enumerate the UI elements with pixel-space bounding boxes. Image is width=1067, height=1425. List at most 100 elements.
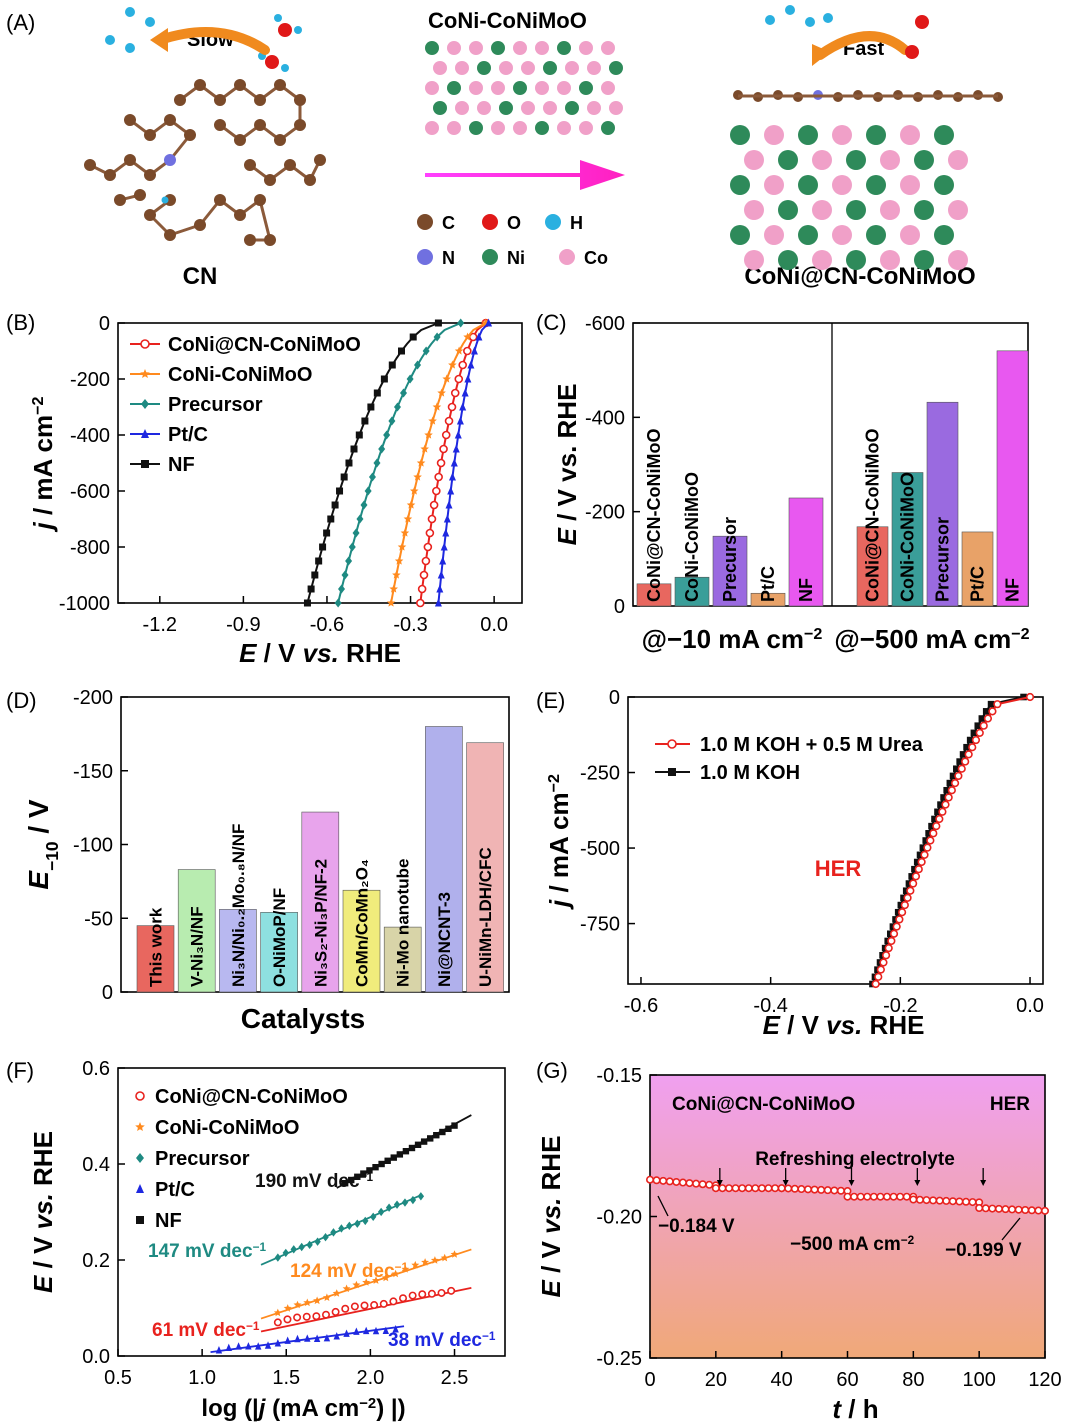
panel-f-data-point	[322, 1293, 331, 1301]
panel-e-xlabel-part: E	[763, 1010, 781, 1040]
panel-f-data-point	[273, 1308, 282, 1317]
panel-e-data-point	[902, 887, 910, 895]
panel-f-x-tick-label: 2.5	[441, 1367, 469, 1389]
panel-f-legend-marker	[135, 1122, 145, 1131]
panel-f-data-point	[378, 1160, 385, 1168]
carbon-atom	[314, 154, 326, 166]
panel-g-refresh-arrowhead	[980, 1180, 987, 1186]
panel-b-legend-marker	[140, 339, 150, 349]
panel-f-data-point	[360, 1301, 369, 1310]
panel-g-x-tick-label: 40	[771, 1369, 793, 1391]
panel-b-xlabel-part: vs.	[303, 638, 339, 668]
panel-g-data-point	[724, 1184, 733, 1193]
panel-g-data-point	[1008, 1205, 1017, 1214]
panel-g-x-tick-label: 60	[836, 1369, 858, 1391]
legend-atom-label: Ni	[507, 248, 525, 268]
panel-g-data-point	[876, 1192, 885, 1201]
panel-b-data-point	[410, 486, 419, 495]
panel-c-bar	[926, 401, 959, 607]
carbon-atom	[214, 94, 226, 106]
nickel-atom	[447, 81, 461, 95]
panel-e-data-point	[897, 908, 907, 917]
panel-e-data-point	[881, 951, 891, 960]
panel-f-data-point	[342, 1284, 351, 1293]
panel-b-data-point	[348, 542, 356, 552]
panel-b-data-point	[448, 472, 456, 481]
panel-b-data-point	[419, 570, 429, 580]
carbon-atom	[244, 234, 256, 246]
panel-e-letter: (E)	[536, 688, 565, 713]
carbon-atom	[264, 234, 276, 246]
panel-f-data-point	[255, 1342, 262, 1350]
panel-g-ylabel: E / V vs. RHE	[536, 1136, 566, 1298]
cobalt-atom	[557, 81, 571, 95]
panel-g-data-point	[915, 1195, 924, 1204]
panel-g-data-point	[797, 1185, 806, 1194]
panel-g-data-point	[1021, 1205, 1030, 1214]
panel-d-bar	[301, 811, 340, 993]
panel-f-slope-label-part: −1	[360, 1171, 374, 1184]
panel-f-data-point	[418, 1290, 427, 1299]
panel-b-data-point	[434, 598, 442, 607]
panel-g-background	[650, 1075, 1045, 1358]
panel-g-data-point	[869, 1192, 878, 1201]
panel-e-data-point	[920, 850, 929, 859]
panel-e-data-point	[932, 822, 941, 831]
panel-e-data-point	[884, 944, 893, 953]
panel-f-ylabel-part: vs.	[28, 1193, 58, 1229]
carbon-atom	[184, 129, 196, 141]
panel-g-data-point	[882, 1192, 891, 1201]
panel-f-data-point	[411, 1260, 420, 1269]
panel-e-ylabel: j / mA cm−2	[544, 774, 574, 910]
panel-b-data-point	[406, 500, 416, 509]
panel-g-data-point	[1041, 1206, 1050, 1215]
panel-b-data-point	[389, 584, 398, 593]
panel-f-data-point	[372, 1326, 380, 1335]
panel-g-data-point	[968, 1198, 977, 1207]
panel-d: (D) 0 -50 -100 -150 -200 E−10 / V Catalysts This…	[6, 687, 510, 1034]
panel-g-data-point	[843, 1192, 852, 1201]
oxygen-atom	[278, 23, 292, 37]
panel-e-data-point	[917, 857, 926, 867]
panel-b-data-point	[319, 543, 327, 551]
hydrogen-atom	[823, 13, 833, 23]
panel-e-data-point	[909, 879, 918, 888]
panel-f-slope-label: 124 mV dec−1	[290, 1261, 408, 1283]
panel-g-data-point	[929, 1196, 938, 1205]
panel-e-legend-label: 1.0 M KOH	[700, 762, 800, 784]
carbon-atom	[244, 159, 256, 171]
carbon-atom	[274, 79, 286, 91]
panel-e-data-point	[987, 700, 995, 708]
panel-g-refresh-arrowhead	[848, 1180, 855, 1186]
panel-f-slope-label-part: 147 mV dec	[148, 1241, 253, 1262]
panel-d-bar-label: O-NiMoP/NF	[270, 888, 289, 987]
panel-f-data-point	[225, 1343, 232, 1352]
panel-b-x-tick-label: -1.2	[143, 614, 177, 636]
panel-f-data-point	[408, 1291, 417, 1300]
panel-f-data-point	[313, 1296, 322, 1305]
nickel-atom	[557, 41, 571, 55]
panel-e-legend-marker	[667, 739, 677, 749]
nickel-atom	[433, 101, 447, 115]
carbon-atom	[254, 119, 266, 131]
panel-d-bar-label: Ni₃S₂-Ni₃P/NF-2	[311, 859, 330, 987]
panel-g-refresh-arrowhead	[914, 1180, 921, 1186]
panel-b-data-point	[393, 402, 401, 412]
panel-f-data-point	[370, 1301, 379, 1310]
hydrogen-atom	[294, 26, 302, 34]
panel-b: (B) -1.2 -0.9 -0.6 -0.3 0.0 0 -200 -400 -600 -800 -…	[6, 310, 523, 668]
panel-e-data-point	[956, 758, 963, 765]
panel-b-legend-marker	[140, 369, 150, 378]
panel-c-letter: (C)	[536, 310, 567, 335]
panel-f-slope-label-part: −1	[253, 1241, 267, 1254]
hydrogen-atom	[145, 17, 155, 27]
panel-f-data-point	[401, 1265, 410, 1273]
panel-b-data-point	[442, 374, 451, 383]
panel-b-legend-label: Pt/C	[168, 424, 208, 446]
nickel-atom	[798, 125, 818, 145]
panel-b-ylabel-part: j	[28, 522, 58, 533]
panel-c-bar-label: CoNi-CoNiMoO	[682, 472, 702, 602]
panel-c-bar-label: CoNi@CN-CoNiMoO	[863, 428, 883, 602]
panel-b-data-point	[463, 346, 472, 356]
panel-d-ylabel-part: E	[23, 870, 54, 890]
